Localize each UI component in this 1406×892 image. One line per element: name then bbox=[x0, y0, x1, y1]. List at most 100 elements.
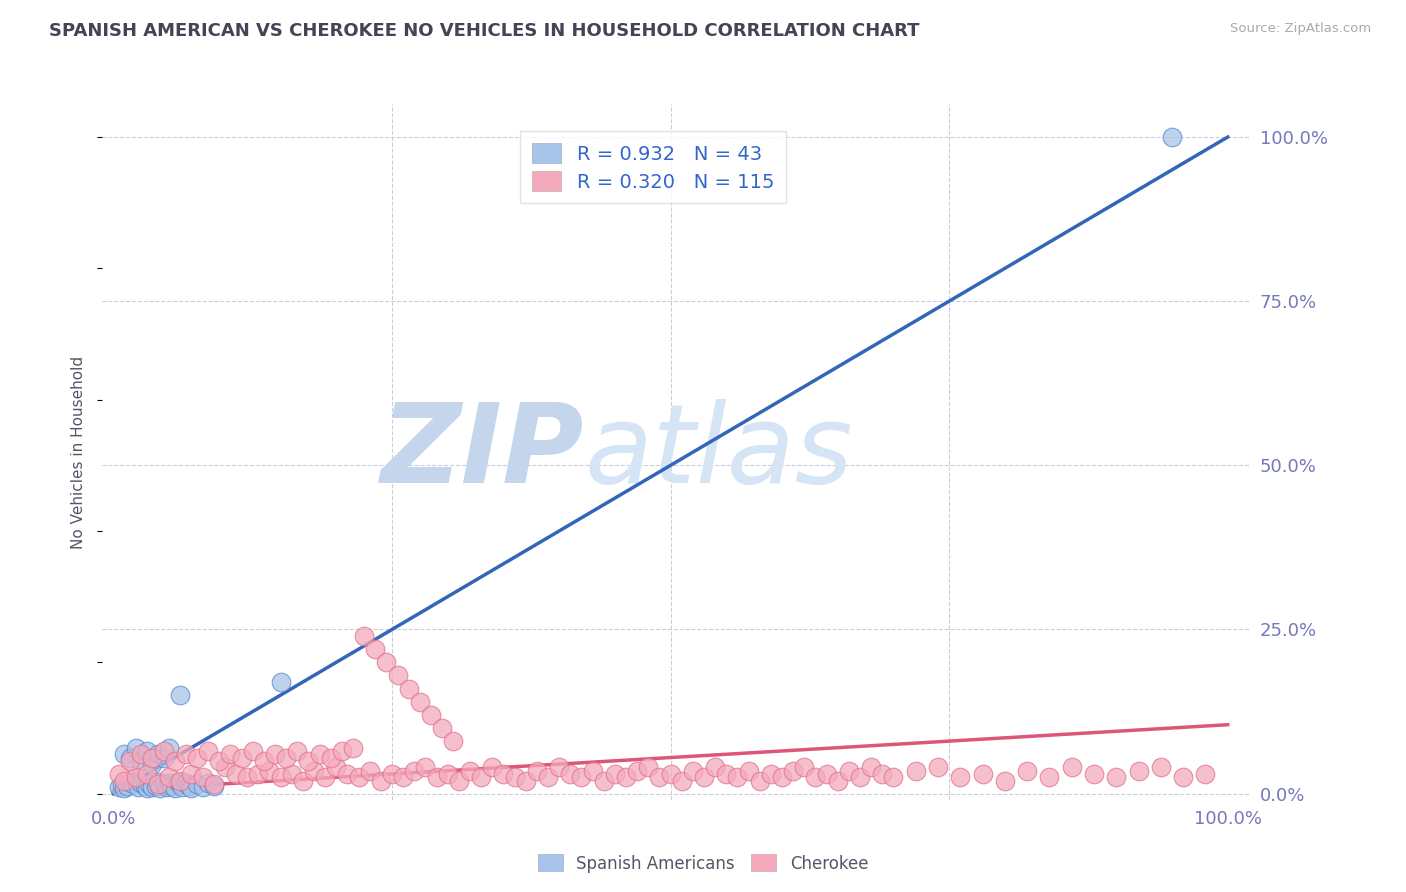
Point bbox=[169, 688, 191, 702]
Point bbox=[1171, 770, 1194, 784]
Point bbox=[353, 629, 375, 643]
Point bbox=[1194, 767, 1216, 781]
Point bbox=[114, 747, 136, 762]
Point bbox=[526, 764, 548, 778]
Point bbox=[280, 767, 302, 781]
Point bbox=[291, 773, 314, 788]
Point bbox=[138, 777, 160, 791]
Point bbox=[704, 760, 727, 774]
Point bbox=[108, 780, 131, 794]
Point bbox=[470, 770, 492, 784]
Point bbox=[693, 770, 716, 784]
Point bbox=[129, 776, 152, 790]
Point bbox=[157, 776, 180, 790]
Point bbox=[1083, 767, 1105, 781]
Point bbox=[197, 776, 219, 790]
Point bbox=[127, 780, 149, 794]
Point bbox=[430, 721, 453, 735]
Point bbox=[614, 770, 637, 784]
Point bbox=[1161, 130, 1184, 145]
Point bbox=[364, 642, 387, 657]
Point bbox=[659, 767, 682, 781]
Point bbox=[152, 744, 174, 758]
Point bbox=[191, 770, 214, 784]
Point bbox=[904, 764, 927, 778]
Point bbox=[242, 744, 264, 758]
Point bbox=[152, 777, 174, 791]
Point bbox=[285, 744, 308, 758]
Point bbox=[225, 767, 247, 781]
Point bbox=[236, 770, 259, 784]
Point bbox=[302, 764, 325, 778]
Point bbox=[179, 779, 201, 793]
Point bbox=[111, 777, 134, 791]
Point bbox=[314, 770, 336, 784]
Point bbox=[120, 774, 142, 789]
Legend: Spanish Americans, Cherokee: Spanish Americans, Cherokee bbox=[531, 847, 875, 880]
Point bbox=[838, 764, 860, 778]
Point bbox=[370, 773, 392, 788]
Point bbox=[202, 777, 225, 791]
Point bbox=[146, 747, 169, 762]
Point bbox=[135, 744, 157, 758]
Point bbox=[124, 770, 146, 784]
Point bbox=[458, 764, 481, 778]
Point bbox=[219, 747, 242, 762]
Legend: R = 0.932   N = 43, R = 0.320   N = 115: R = 0.932 N = 43, R = 0.320 N = 115 bbox=[520, 131, 786, 203]
Point bbox=[174, 776, 197, 790]
Point bbox=[186, 750, 208, 764]
Point bbox=[375, 656, 398, 670]
Point bbox=[392, 770, 415, 784]
Point bbox=[581, 764, 603, 778]
Point bbox=[231, 750, 253, 764]
Point bbox=[124, 773, 146, 788]
Point bbox=[120, 754, 142, 768]
Point bbox=[114, 773, 136, 788]
Point bbox=[186, 777, 208, 791]
Point bbox=[682, 764, 704, 778]
Point bbox=[274, 750, 297, 764]
Point bbox=[603, 767, 626, 781]
Point bbox=[994, 773, 1017, 788]
Point bbox=[163, 754, 186, 768]
Point bbox=[1128, 764, 1150, 778]
Point bbox=[972, 767, 994, 781]
Point bbox=[782, 764, 804, 778]
Point bbox=[270, 675, 292, 690]
Point bbox=[398, 681, 420, 696]
Point bbox=[149, 781, 172, 796]
Point bbox=[325, 760, 347, 774]
Point bbox=[122, 777, 145, 791]
Point bbox=[214, 760, 236, 774]
Point bbox=[1038, 770, 1060, 784]
Point bbox=[145, 779, 167, 793]
Point bbox=[115, 779, 138, 793]
Point bbox=[180, 767, 202, 781]
Point bbox=[815, 767, 838, 781]
Point bbox=[135, 781, 157, 796]
Point bbox=[108, 767, 131, 781]
Point bbox=[1060, 760, 1083, 774]
Point bbox=[626, 764, 648, 778]
Point bbox=[548, 760, 571, 774]
Point bbox=[441, 734, 464, 748]
Point bbox=[180, 781, 202, 796]
Point bbox=[359, 764, 381, 778]
Point bbox=[1105, 770, 1128, 784]
Point bbox=[247, 767, 270, 781]
Point bbox=[308, 747, 330, 762]
Point bbox=[141, 750, 163, 764]
Point bbox=[169, 777, 191, 791]
Point bbox=[270, 770, 292, 784]
Point bbox=[319, 750, 342, 764]
Point bbox=[515, 773, 537, 788]
Point bbox=[748, 773, 770, 788]
Point bbox=[671, 773, 693, 788]
Point bbox=[492, 767, 515, 781]
Point bbox=[1017, 764, 1039, 778]
Point bbox=[648, 770, 671, 784]
Point bbox=[637, 760, 659, 774]
Point bbox=[1150, 760, 1173, 774]
Point bbox=[146, 774, 169, 789]
Point bbox=[804, 770, 827, 784]
